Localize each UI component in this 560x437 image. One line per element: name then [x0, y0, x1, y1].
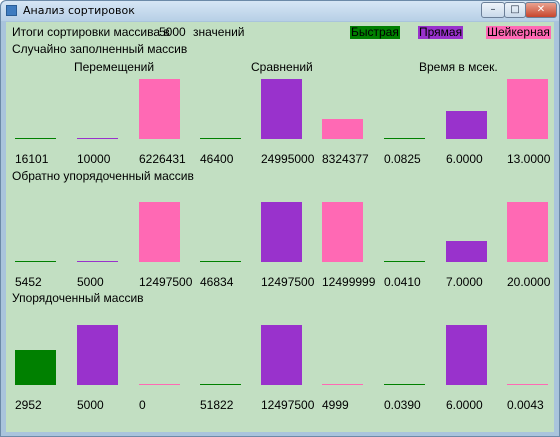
value-1-moves-shaker: 6226431 — [139, 152, 186, 166]
legend-direct-sort: Прямая — [418, 25, 464, 39]
value-3-comparisons-direct: 12497500 — [261, 398, 315, 412]
legend-quick-sort: Быстрая — [350, 25, 400, 39]
value-2-time-shaker: 20.0000 — [507, 275, 551, 289]
value-3-comparisons-shaker: 4999 — [322, 398, 349, 412]
summary-prefix: Итоги сортировки массива в — [12, 25, 170, 39]
bar-1-time-shaker — [507, 79, 548, 139]
bar-1-time-quick — [384, 138, 425, 139]
value-3-moves-direct: 5000 — [77, 398, 104, 412]
bar-1-moves-quick — [15, 138, 56, 139]
bar-3-time-shaker — [507, 384, 548, 385]
value-1-time-direct: 6.0000 — [446, 152, 483, 166]
value-3-comparisons-quick: 51822 — [200, 398, 234, 412]
array-size: 5000 — [159, 25, 186, 39]
bar-3-comparisons-shaker — [322, 384, 363, 385]
bar-1-time-direct — [446, 111, 487, 139]
value-1-moves-quick: 16101 — [15, 152, 49, 166]
title-bar[interactable]: Анализ сортировок – □ ✕ — [1, 1, 559, 21]
value-2-time-direct: 7.0000 — [446, 275, 483, 289]
close-button[interactable]: ✕ — [525, 2, 557, 18]
value-2-moves-direct: 5000 — [77, 275, 104, 289]
client-area: Итоги сортировки массива в 5000 значений… — [6, 22, 554, 432]
section-title-1: Случайно заполненный массив — [12, 42, 188, 56]
value-1-time-quick: 0.0825 — [384, 152, 421, 166]
bar-3-moves-direct — [77, 325, 118, 385]
value-2-moves-shaker: 12497500 — [139, 275, 193, 289]
bar-2-time-quick — [384, 261, 425, 262]
bar-1-comparisons-quick — [200, 138, 241, 139]
value-1-comparisons-quick: 46400 — [200, 152, 234, 166]
bar-1-moves-shaker — [139, 79, 180, 139]
value-3-time-shaker: 0.0043 — [507, 398, 544, 412]
window-title: Анализ сортировок — [23, 4, 135, 17]
maximize-button[interactable]: □ — [504, 2, 526, 18]
bar-2-time-direct — [446, 241, 487, 262]
column-header-time: Время в мсек. — [419, 60, 498, 74]
summary-suffix: значений — [193, 25, 245, 39]
bar-1-comparisons-direct — [261, 79, 302, 139]
bar-2-moves-shaker — [139, 202, 180, 262]
column-header-comparisons: Сравнений — [251, 60, 313, 74]
value-2-moves-quick: 5452 — [15, 275, 42, 289]
value-2-comparisons-direct: 12497500 — [261, 275, 315, 289]
value-2-comparisons-shaker: 12499999 — [322, 275, 376, 289]
value-3-time-direct: 6.0000 — [446, 398, 483, 412]
bar-1-moves-direct — [77, 138, 118, 139]
legend-shaker-sort: Шейкерная — [486, 25, 551, 39]
section-title-2: Обратно упорядоченный массив — [12, 169, 194, 183]
bar-3-time-direct — [446, 325, 487, 385]
value-1-time-shaker: 13.0000 — [507, 152, 551, 166]
section-title-3: Упорядоченный массив — [12, 291, 144, 305]
value-3-moves-shaker: 0 — [139, 398, 146, 412]
bar-2-comparisons-direct — [261, 202, 302, 262]
value-3-time-quick: 0.0390 — [384, 398, 421, 412]
value-1-comparisons-shaker: 8324377 — [322, 152, 369, 166]
column-header-moves: Перемещений — [74, 60, 155, 74]
bar-2-time-shaker — [507, 202, 548, 262]
bar-3-time-quick — [384, 384, 425, 385]
bar-1-comparisons-shaker — [322, 119, 363, 139]
minimize-button[interactable]: – — [481, 2, 505, 18]
value-2-time-quick: 0.0410 — [384, 275, 421, 289]
bar-2-comparisons-quick — [200, 261, 241, 262]
bar-3-moves-quick — [15, 350, 56, 385]
bar-3-comparisons-quick — [200, 384, 241, 385]
value-1-moves-direct: 10000 — [77, 152, 111, 166]
app-icon — [6, 5, 17, 16]
value-1-comparisons-direct: 24995000 — [261, 152, 315, 166]
bar-3-moves-shaker — [139, 384, 180, 385]
bar-2-moves-quick — [15, 261, 56, 262]
bar-3-comparisons-direct — [261, 325, 302, 385]
bar-2-comparisons-shaker — [322, 202, 363, 262]
bar-2-moves-direct — [77, 261, 118, 262]
value-3-moves-quick: 2952 — [15, 398, 42, 412]
value-2-comparisons-quick: 46834 — [200, 275, 234, 289]
